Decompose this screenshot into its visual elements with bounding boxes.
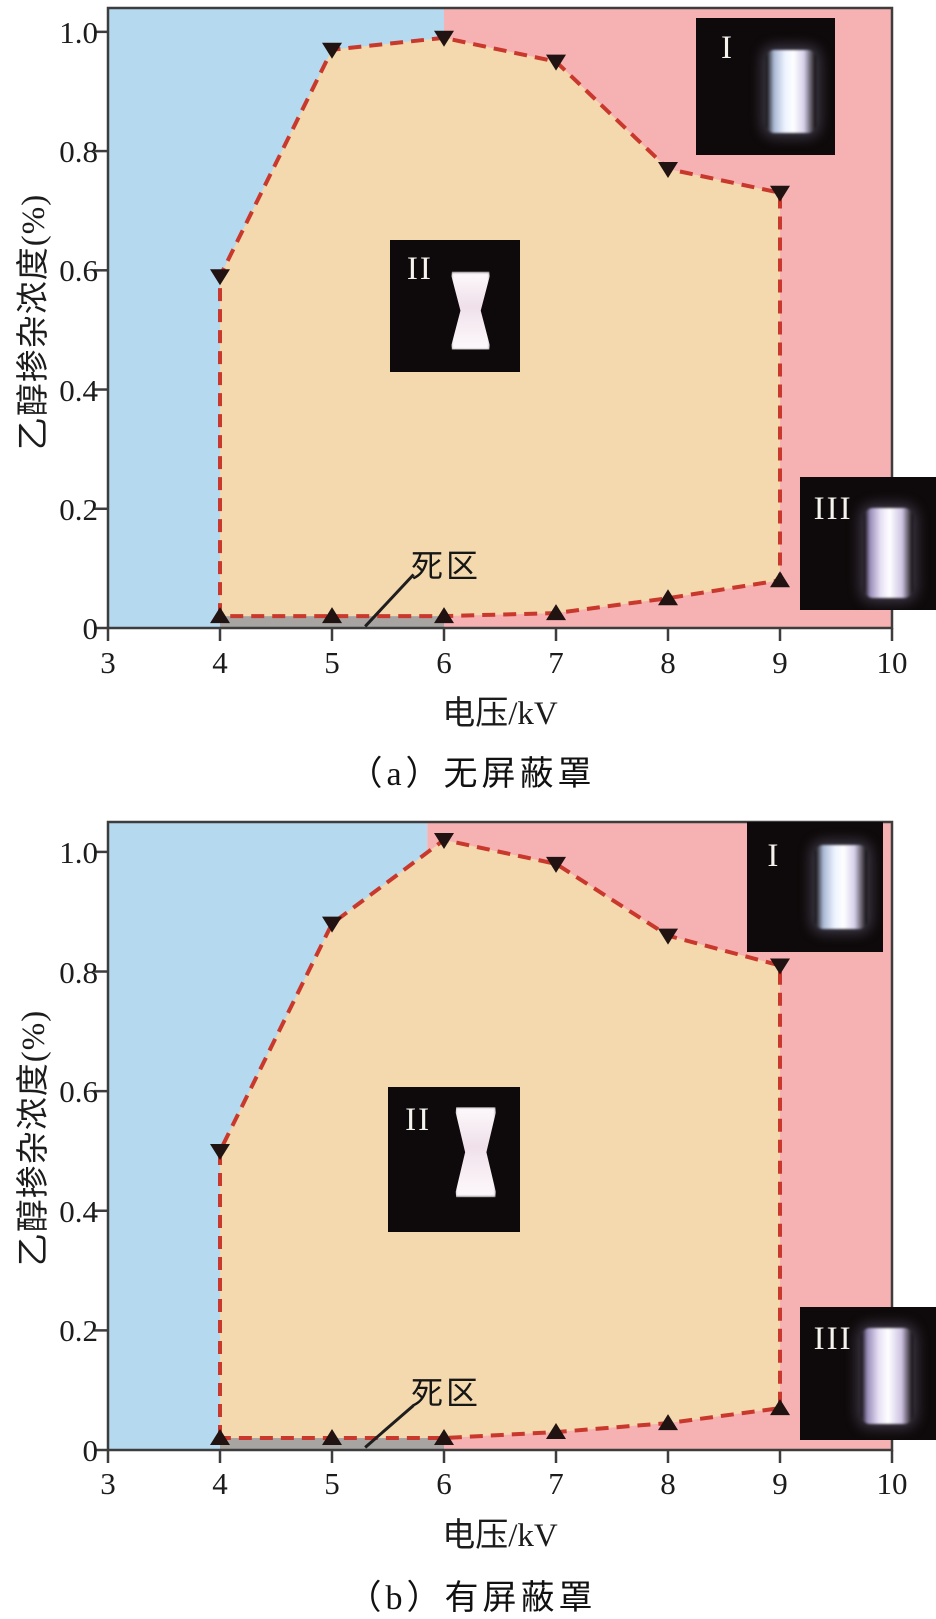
discharge-column-photo: [815, 845, 867, 929]
plot-area-a: I II III 死区: [94, 6, 936, 641]
x-tick-label: 4: [212, 1466, 228, 1501]
y-tick-label: 0: [82, 611, 99, 646]
inset-label-I: I: [767, 838, 781, 875]
x-tick-label: 6: [436, 645, 452, 680]
inset-label-III: III: [813, 490, 853, 527]
marker-triangle-up: [210, 1429, 230, 1446]
inset-photo-III: III: [800, 1307, 936, 1440]
deadzone-label: 死区: [411, 1375, 482, 1411]
marker-triangle-down: [658, 161, 678, 178]
y-tick-label: 0.2: [59, 1313, 98, 1349]
x-tick-label: 5: [324, 645, 340, 680]
marker-triangle-down: [546, 856, 566, 873]
marker-triangle-down: [322, 916, 342, 933]
inset-label-I: I: [721, 29, 735, 66]
x-tick-label: 3: [100, 645, 116, 680]
discharge-column-photo: [863, 507, 913, 599]
y-tick-label: 0.6: [59, 253, 98, 289]
y-tick-label: 1.0: [59, 834, 98, 870]
marker-triangle-down: [546, 54, 566, 71]
marker-triangle-down: [434, 30, 454, 47]
marker-triangle-up: [322, 607, 342, 624]
inset-photo-II: II: [390, 240, 520, 372]
marker-triangle-up: [434, 1429, 454, 1446]
x-tick-label: 7: [548, 645, 564, 680]
inset-photo-I: I: [696, 18, 835, 155]
x-tick-label: 6: [436, 1466, 452, 1501]
marker-triangle-down: [770, 185, 790, 202]
x-axis-label: 电压/kV: [442, 696, 558, 732]
marker-triangle-down: [658, 928, 678, 945]
marker-triangle-up: [658, 589, 678, 606]
inset-photo-III: III: [800, 477, 936, 610]
x-tick-label: 9: [772, 1466, 788, 1501]
x-tick-label: 5: [324, 1466, 340, 1501]
marker-triangle-down: [322, 42, 342, 59]
marker-triangle-down: [434, 832, 454, 849]
marker-triangle-up: [770, 1399, 790, 1416]
marker-triangle-down: [210, 1143, 230, 1160]
marker-triangle-up: [210, 607, 230, 624]
discharge-column-photo: [765, 49, 816, 134]
marker-triangle-up: [658, 1414, 678, 1431]
inset-label-II: II: [405, 1102, 432, 1139]
y-tick-label: 0: [82, 1433, 99, 1468]
inset-photo-I: I: [747, 822, 883, 952]
marker-triangle-up: [546, 604, 566, 621]
x-axis-label: 电压/kV: [442, 1518, 558, 1554]
y-tick-label: 0.2: [59, 491, 98, 527]
x-tick-label: 8: [660, 645, 676, 680]
y-tick-label: 0.8: [59, 954, 98, 990]
marker-triangle-down: [210, 269, 230, 286]
chart-caption-b: （b）有屏蔽罩: [347, 1580, 597, 1617]
x-tick-label: 10: [876, 645, 908, 680]
x-tick-label: 4: [212, 645, 228, 680]
marker-triangle-down: [770, 958, 790, 975]
x-tick-label: 7: [548, 1466, 564, 1501]
plot-border: [106, 820, 894, 1452]
inset-label-II: II: [406, 251, 433, 288]
deadzone-label: 死区: [411, 548, 482, 584]
x-tick-label: 10: [876, 1466, 908, 1501]
marker-triangle-up: [434, 607, 454, 624]
inset-photo-II: II: [388, 1087, 520, 1232]
inset-label-III: III: [813, 1320, 853, 1357]
discharge-column-photo: [861, 1328, 913, 1425]
y-tick-label: 1.0: [59, 14, 98, 50]
y-tick-label: 0.8: [59, 134, 98, 170]
marker-triangle-up: [770, 571, 790, 588]
marker-triangle-up: [546, 1423, 566, 1440]
x-tick-label: 9: [772, 645, 788, 680]
y-tick-label: 0.6: [59, 1074, 98, 1110]
x-tick-label: 3: [100, 1466, 116, 1501]
plot-border: [106, 6, 894, 630]
y-tick-label: 0.4: [59, 1193, 98, 1229]
marker-triangle-up: [322, 1429, 342, 1446]
chart-caption-a: （a）无屏蔽罩: [348, 756, 596, 793]
plot-area-b: I II III 死区: [94, 820, 936, 1463]
x-tick-label: 8: [660, 1466, 676, 1501]
y-tick-label: 0.4: [59, 372, 98, 408]
discharge-column-photo: [455, 1107, 496, 1198]
